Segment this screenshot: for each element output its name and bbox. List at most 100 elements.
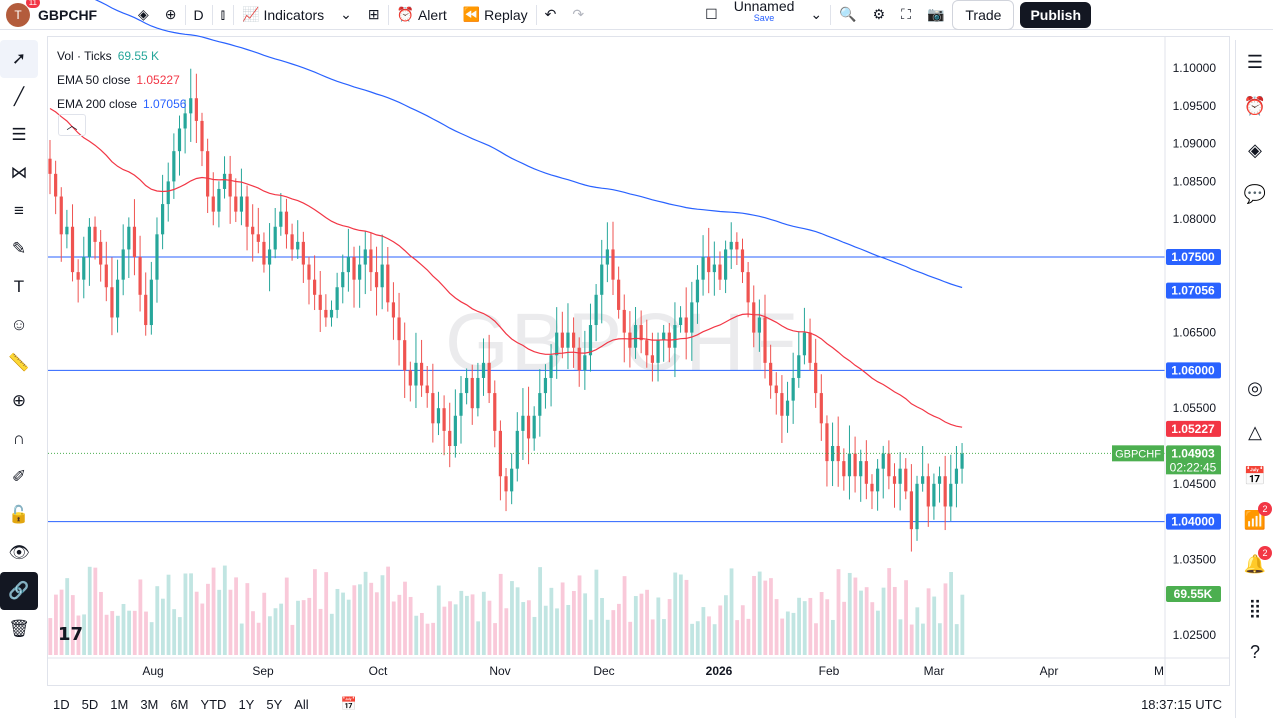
range-all[interactable]: All	[294, 696, 309, 712]
candle-body	[600, 264, 604, 295]
volume-bar	[605, 619, 610, 655]
alarm-clock-icon[interactable]: ⏰	[1243, 95, 1267, 116]
price-tag-15	[1166, 586, 1221, 602]
date-range-calendar-icon[interactable]: 📅	[340, 696, 357, 711]
range-5y[interactable]: 5Y	[266, 696, 283, 712]
bell-icon[interactable]: 🔔 2	[1236, 542, 1273, 586]
price-tag-text-15: 69.55K	[1174, 587, 1213, 601]
candle-body	[380, 264, 384, 288]
brush-icon[interactable]: ✎	[11, 239, 27, 258]
settings-gear-icon[interactable]: ⚙	[872, 6, 886, 22]
layers-icon[interactable]: ◈	[1248, 139, 1262, 160]
chevron-up-icon[interactable]: ︿	[58, 114, 86, 136]
undo-icon[interactable]: ↶	[544, 6, 557, 22]
tradingview-logo[interactable]: 𝟭𝟳	[58, 624, 84, 644]
templates-grid-icon[interactable]: ⊞	[367, 6, 380, 22]
candle-body	[577, 347, 581, 371]
range-5d[interactable]: 5D	[81, 696, 99, 712]
replay-button[interactable]: ⏪ Replay	[455, 0, 536, 30]
redo-icon[interactable]: ↷	[572, 6, 585, 22]
layout-name-button[interactable]: Unnamed Save	[726, 0, 803, 30]
pattern-icon[interactable]: ⋈	[10, 163, 28, 182]
emoji-icon[interactable]: ☺	[10, 315, 28, 334]
x-tick-2: Oct	[369, 664, 388, 678]
candle-body	[617, 279, 621, 310]
watchlist-icon[interactable]: ☰	[1246, 51, 1264, 72]
candle-body	[82, 257, 86, 280]
volume-bar	[769, 578, 773, 655]
y-tick-3: 1.08500	[1173, 174, 1217, 188]
candle-body	[538, 393, 542, 416]
legend-ema50[interactable]: EMA 50 close 1.05227	[57, 68, 186, 92]
volume-bar	[797, 597, 801, 655]
avatar-letter: T	[14, 7, 22, 22]
lock-icon[interactable]: 🔓	[8, 505, 30, 524]
fib-icon[interactable]: ≡	[14, 201, 24, 220]
legend-volume[interactable]: Vol · Ticks 69.55 K	[57, 44, 186, 68]
range-1d[interactable]: 1D	[53, 696, 70, 712]
volume-bar	[144, 611, 148, 655]
link-icon[interactable]: 🔗	[0, 572, 38, 610]
volume-bar	[853, 577, 858, 655]
volume-bar	[915, 607, 920, 655]
eye-icon[interactable]: 👁	[8, 543, 30, 562]
interval-button[interactable]: D	[186, 0, 212, 30]
candle-body	[836, 446, 840, 462]
quick-search-icon[interactable]: 🔍	[839, 6, 857, 22]
triangle-icon[interactable]: △	[1248, 421, 1262, 442]
pencil-lock-icon[interactable]: ✐	[11, 467, 27, 486]
apps-grid-icon[interactable]: ⣿	[1248, 597, 1262, 618]
range-1y[interactable]: 1Y	[238, 696, 255, 712]
calendar-icon[interactable]: 📅	[1243, 465, 1267, 486]
ruler-icon[interactable]: 📏	[8, 353, 30, 372]
volume-bar	[690, 623, 695, 655]
range-1m[interactable]: 1M	[110, 696, 129, 712]
legend-ema200[interactable]: EMA 200 close 1.07056	[57, 92, 186, 116]
magnet-icon[interactable]: ∩	[12, 429, 26, 448]
zoom-in-icon[interactable]: ⊕	[11, 391, 27, 410]
price-tag-text-10: 1.05227	[1171, 422, 1215, 436]
streams-icon[interactable]: 📶 2	[1236, 498, 1273, 542]
trade-button[interactable]: Trade	[952, 0, 1015, 30]
alert-button[interactable]: ⏰ Alert	[389, 0, 455, 30]
symbol-search[interactable]: GBPCHF	[30, 0, 130, 30]
candle-body	[132, 226, 137, 257]
user-avatar[interactable]: T 11	[6, 0, 40, 27]
streams-badge: 2	[1258, 502, 1272, 516]
chevron-down-icon[interactable]: ⌄	[810, 6, 823, 22]
volume-bar	[65, 578, 70, 655]
replay-label: Replay	[484, 6, 528, 23]
text-icon[interactable]: T	[13, 277, 25, 296]
candle-style-icon[interactable]: ⫾	[220, 6, 226, 22]
trendline-icon[interactable]: ╱	[13, 87, 25, 106]
cursor-icon[interactable]: ➚	[0, 40, 38, 78]
indicators-button[interactable]: 📈 Indicators	[234, 0, 332, 30]
horizontal-lines-icon[interactable]: ☰	[11, 125, 27, 144]
help-icon[interactable]: ?	[1249, 641, 1260, 662]
chat-icon[interactable]: 💬	[1243, 183, 1267, 204]
range-ytd[interactable]: YTD	[200, 696, 227, 712]
target-icon[interactable]: ◎	[1247, 377, 1263, 398]
utc-clock[interactable]: 18:37:15 UTC	[1141, 696, 1222, 712]
diamond-icon[interactable]: ◈	[138, 6, 149, 22]
price-tag-6	[1166, 282, 1221, 299]
chart-area[interactable]	[47, 36, 1230, 686]
layout-checkbox-icon[interactable]: ☐	[705, 6, 718, 22]
compare-plus-icon[interactable]: ⊕	[164, 6, 177, 22]
volume-bar	[836, 569, 841, 655]
price-tag-text-11: 1.04903	[1171, 446, 1215, 460]
volume-bar	[617, 603, 621, 655]
chevron-down-icon[interactable]: ⌄	[340, 6, 352, 22]
candle-body	[284, 211, 289, 235]
trash-icon[interactable]: 🗑	[8, 619, 30, 638]
publish-button[interactable]: Publish	[1020, 1, 1092, 28]
range-3m[interactable]: 3M	[140, 696, 159, 712]
candle-body	[571, 332, 576, 348]
camera-icon[interactable]: 📷	[926, 6, 945, 22]
range-6m[interactable]: 6M	[170, 696, 189, 712]
volume-bar	[279, 603, 284, 655]
fullscreen-icon[interactable]: ⛶	[901, 6, 911, 22]
candle-body	[341, 272, 345, 288]
volume-bar	[960, 594, 965, 655]
